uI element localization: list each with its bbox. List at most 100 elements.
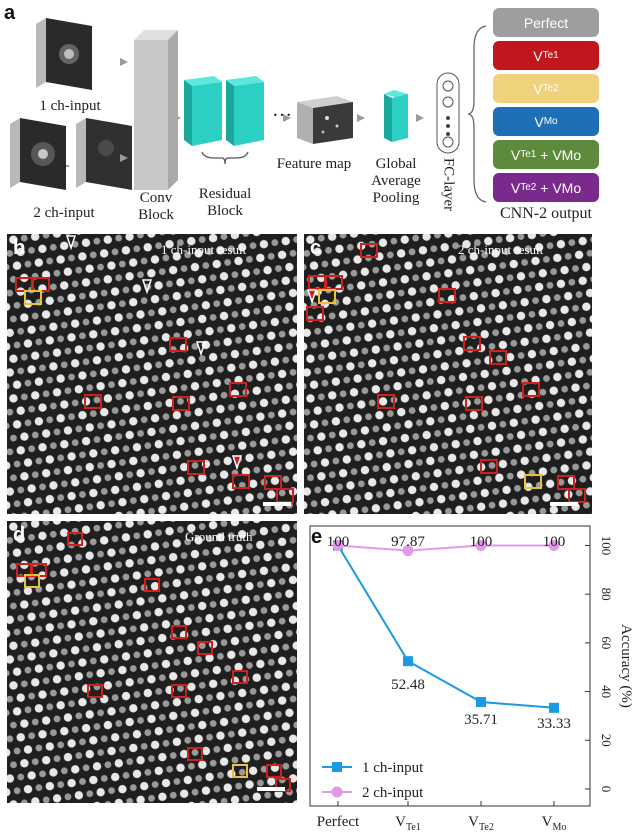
fc-layer <box>436 72 460 154</box>
output-class-tail: + VMo <box>536 146 582 163</box>
red-box <box>232 670 248 684</box>
red-box <box>489 350 507 365</box>
output-class-sub: Te2 <box>520 182 537 193</box>
red-box <box>67 532 83 546</box>
y-tick-label: 60 <box>599 636 614 649</box>
data-point-circle <box>402 545 414 557</box>
panel-b: b 1 ch-input result <box>7 234 297 514</box>
input1-image <box>36 18 92 90</box>
red-box <box>306 306 324 321</box>
output-class-sub: Te1 <box>520 149 537 160</box>
output-class-5: V Te2 + VMo <box>493 173 599 202</box>
x-tick-label: VMo <box>542 814 567 832</box>
output-class-sub: Te2 <box>542 83 559 94</box>
scale-bar <box>550 502 578 506</box>
red-box <box>171 625 187 639</box>
feature-map <box>297 96 353 144</box>
panel-d-letter: d <box>13 524 26 546</box>
pooling-block <box>384 90 408 142</box>
series-line-0 <box>337 544 555 709</box>
output-class-3: V Mo <box>493 107 599 136</box>
output-class-base: V <box>510 179 521 196</box>
y-tick-label: 100 <box>599 536 614 556</box>
yellow-box <box>24 574 40 588</box>
panel-c-image <box>304 234 592 514</box>
red-box <box>84 394 102 409</box>
scale-bar <box>263 502 291 506</box>
red-box <box>172 396 190 411</box>
red-box <box>275 778 291 792</box>
output-class-2: V Te2 <box>493 74 599 103</box>
data-label: 33.33 <box>537 716 571 732</box>
feature-map-label: Feature map <box>276 156 352 172</box>
red-box <box>144 578 160 592</box>
conv-block <box>134 30 178 190</box>
output-class-base: V <box>534 113 544 130</box>
red-box <box>187 460 205 475</box>
panel-b-letter: b <box>13 237 26 259</box>
yellow-box <box>232 764 248 778</box>
series-line-1 <box>337 544 554 552</box>
yellow-box <box>524 474 542 489</box>
data-point-circle <box>475 539 487 551</box>
output-class-0: Perfect <box>493 8 599 37</box>
red-box <box>377 394 395 409</box>
panel-d-image <box>7 521 297 803</box>
data-label: 52.48 <box>391 677 425 693</box>
cnn-output-label: CNN-2 output <box>500 205 592 222</box>
y-axis-label: Accuracy (%) <box>618 624 632 708</box>
red-box <box>463 336 481 351</box>
plot-frame <box>309 525 591 807</box>
yellow-box <box>24 290 42 305</box>
red-box <box>264 475 282 490</box>
red-box <box>229 382 247 397</box>
data-label: 100 <box>327 534 350 550</box>
red-box <box>171 684 187 698</box>
output-brace <box>467 25 487 203</box>
panel-b-image <box>7 234 297 514</box>
input2-image-real <box>76 118 132 190</box>
marker-arrows <box>65 235 243 471</box>
input2-label: 2 ch-input <box>33 205 95 221</box>
data-label: 97.87 <box>391 534 425 550</box>
legend-label: 2 ch-input <box>362 785 424 801</box>
panel-c-letter: c <box>310 237 322 259</box>
panel-c-title: 2 ch-input result <box>458 242 544 257</box>
red-box <box>438 288 456 303</box>
x-tick-label: Perfect <box>317 814 360 830</box>
y-tick-label: 80 <box>599 588 614 601</box>
yellow-box <box>318 289 336 304</box>
marker-arrows <box>306 289 318 305</box>
red-box <box>197 641 213 655</box>
residual-block <box>184 76 264 146</box>
data-label: 35.71 <box>464 712 498 728</box>
legend-marker <box>332 762 342 772</box>
legend-marker <box>331 786 343 798</box>
panel-c: c 2 ch-input result <box>304 234 592 514</box>
scale-bar <box>257 787 285 791</box>
residual-brace <box>201 151 249 165</box>
data-point-square <box>476 697 486 708</box>
output-class-base: V <box>533 47 543 64</box>
red-box <box>522 382 540 397</box>
red-box <box>557 475 575 490</box>
y-tick-label: 40 <box>599 685 614 698</box>
output-class-base: V <box>510 146 521 163</box>
output-class-tail: + VMo <box>536 179 582 196</box>
x-tick-label: VTe2 <box>468 814 494 832</box>
red-box <box>480 459 498 474</box>
data-label: 100 <box>543 534 566 550</box>
panel-d: d Ground truth <box>7 521 297 803</box>
output-class-sub: Mo <box>543 116 558 127</box>
output-class-1: V Te1 <box>493 41 599 70</box>
panel-d-title: Ground truth <box>185 529 253 544</box>
pooling-label: Global Average Pooling <box>371 156 421 206</box>
ellipsis: … <box>272 99 292 121</box>
red-box <box>465 396 483 411</box>
output-class-base: Perfect <box>523 14 569 31</box>
y-tick-label: 0 <box>599 786 614 793</box>
output-class-4: V Te1 + VMo <box>493 140 599 169</box>
residual-block-label: Residual Block <box>198 186 252 219</box>
data-point-square <box>403 656 413 667</box>
output-class-sub: Te1 <box>542 50 559 61</box>
